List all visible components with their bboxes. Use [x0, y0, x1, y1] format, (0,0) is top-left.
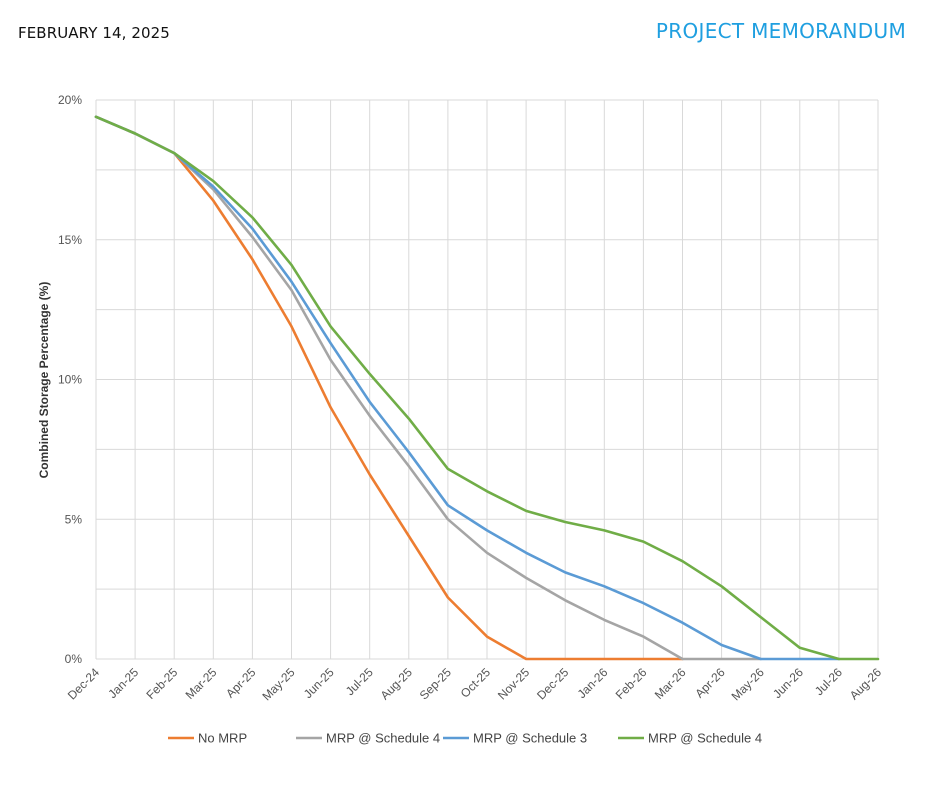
series-line-1 [94, 115, 684, 661]
x-tick-label: Sep-25 [417, 665, 454, 702]
series-line-2 [94, 115, 763, 661]
x-tick-label: Dec-24 [65, 665, 102, 702]
x-tick-label: Dec-25 [534, 665, 571, 702]
chart-series [94, 115, 880, 661]
x-tick-label: Mar-26 [652, 665, 689, 702]
x-tick-label: Jul-26 [812, 665, 845, 698]
x-tick-label: May-25 [259, 665, 297, 703]
x-tick-label: Jun-26 [770, 665, 806, 701]
x-tick-label: May-26 [729, 665, 767, 703]
x-tick-label: Jun-25 [301, 665, 337, 701]
x-tick-label: Jan-26 [575, 665, 611, 701]
y-tick-label: 5% [65, 512, 83, 526]
legend-label: No MRP [198, 731, 247, 746]
x-tick-label: Feb-25 [144, 665, 181, 702]
y-tick-label: 15% [58, 233, 82, 247]
x-tick-label: Oct-25 [458, 665, 494, 701]
series-line-4 [94, 115, 880, 661]
series-line-3 [94, 115, 841, 661]
chart-grid [95, 99, 879, 660]
x-tick-label: Mar-25 [183, 665, 220, 702]
x-tick-label: Nov-25 [495, 665, 532, 702]
y-tick-label: 10% [58, 373, 82, 387]
memo-title: PROJECT MEMORANDUM [655, 19, 906, 43]
x-tick-label: Jan-25 [105, 665, 141, 701]
x-tick-label: Jul-25 [343, 665, 376, 698]
legend-label: MRP @ Schedule 4 [648, 731, 762, 746]
x-tick-label: Aug-26 [847, 665, 884, 702]
y-axis-title: Combined Storage Percentage (%) [37, 282, 51, 479]
memo-date: FEBRUARY 14, 2025 [18, 24, 170, 42]
x-tick-label: Apr-26 [692, 665, 728, 701]
x-tick-label: Aug-25 [378, 665, 415, 702]
x-tick-label: Feb-26 [613, 665, 650, 702]
x-tick-label: Apr-25 [223, 665, 259, 701]
y-tick-label: 20% [58, 93, 82, 107]
legend-label: MRP @ Schedule 3 [473, 731, 587, 746]
x-axis: Dec-24 Jan-25 Feb-25 Mar-25 Apr-25 May-25 Jun-… [65, 665, 884, 703]
chart-legend: No MRP MRP @ Schedule 4 MRP @ Schedule 3 MR… [168, 731, 762, 746]
y-axis: 0% 5% 10% 15% 20% [58, 93, 82, 666]
legend-label: MRP @ Schedule 4 [326, 731, 440, 746]
y-tick-label: 0% [65, 652, 83, 666]
